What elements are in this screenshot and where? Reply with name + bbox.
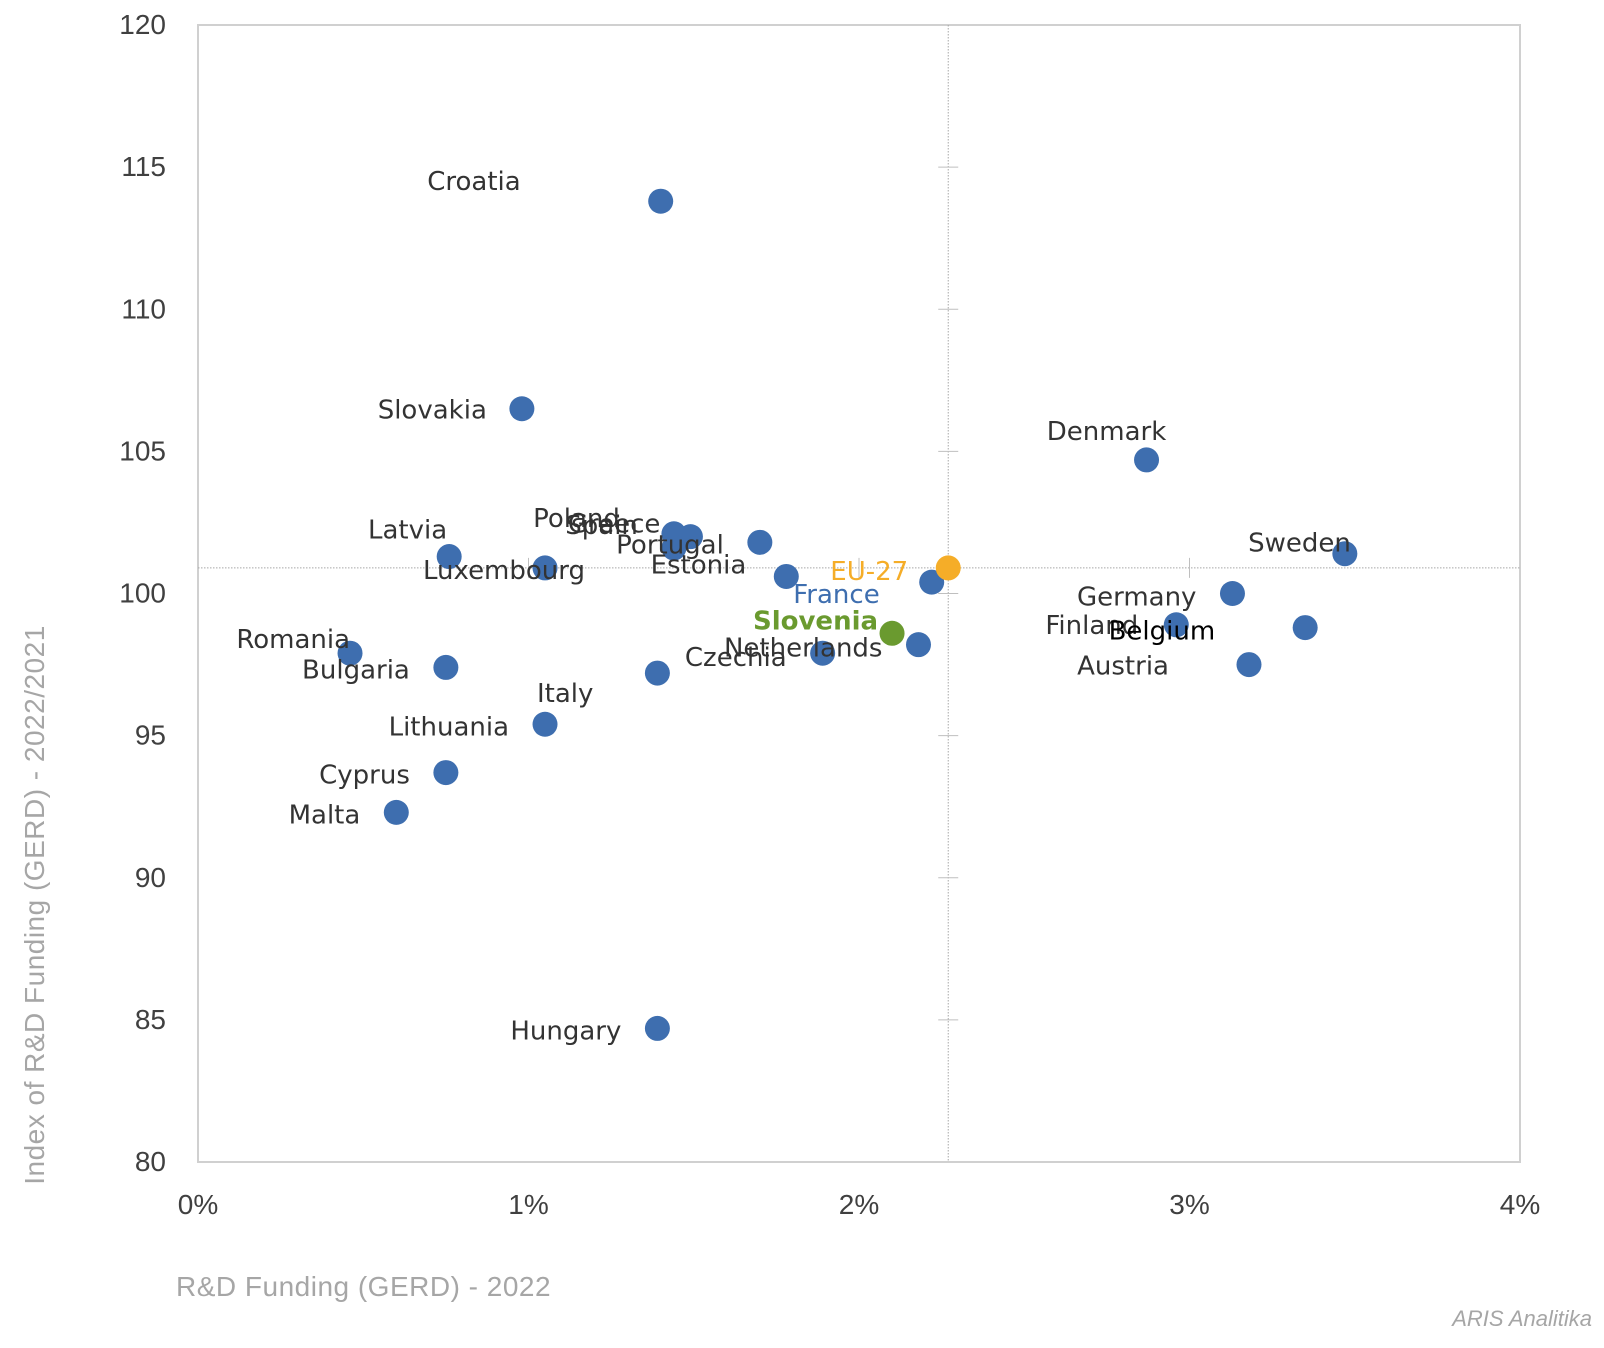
- label-czechia: Czechia: [685, 643, 787, 673]
- label-slovakia: Slovakia: [378, 396, 487, 426]
- point-croatia: [648, 188, 674, 214]
- label-netherlands: Netherlands: [724, 634, 883, 664]
- label-malta: Malta: [289, 800, 361, 830]
- y-tick-label: 105: [119, 435, 166, 466]
- point-malta: [383, 799, 409, 825]
- point-czechia: [810, 640, 836, 666]
- label-bulgaria: Bulgaria: [302, 655, 410, 685]
- x-tick-label: 1%: [508, 1189, 548, 1220]
- x-tick-label: 4%: [1500, 1189, 1540, 1220]
- label-austria: Austria: [1077, 652, 1169, 682]
- y-tick-label: 90: [135, 862, 166, 893]
- y-tick-label: 115: [121, 151, 166, 182]
- y-axis-title: Index of R&D Funding (GERD) - 2022/2021: [19, 625, 50, 1185]
- axes: 80 85 90 95 100 105 110 115 120 0% 1% 2% 3% 4% R&D Fun…: [19, 9, 1540, 1302]
- label-hungary: Hungary: [510, 1016, 621, 1046]
- data-points: [337, 188, 1358, 1041]
- point-italy: [644, 660, 670, 686]
- point-netherlands: [905, 632, 931, 658]
- point-bulgaria: [433, 654, 459, 680]
- point-latvia: [436, 544, 462, 570]
- label-luxembourg: Luxembourg: [423, 556, 585, 586]
- label-belgium: Belgium: [1109, 617, 1216, 647]
- x-axis-title: R&D Funding (GERD) - 2022: [176, 1271, 551, 1302]
- point-greece: [677, 524, 703, 550]
- label-spain: Spain: [565, 511, 638, 541]
- label-germany: Germany: [1077, 583, 1197, 613]
- y-tick-label: 110: [121, 293, 166, 324]
- label-slovenia: Slovenia: [753, 606, 878, 636]
- label-italy: Italy: [537, 679, 593, 709]
- point-hungary: [644, 1015, 670, 1041]
- point-cyprus: [433, 760, 459, 786]
- label-croatia: Croatia: [427, 167, 520, 197]
- point-luxembourg: [532, 555, 558, 581]
- x-tick-label: 2%: [839, 1189, 879, 1220]
- label-portugal: Portugal: [616, 530, 724, 560]
- label-latvia: Latvia: [368, 516, 447, 546]
- label-france: France: [793, 580, 879, 610]
- point-lithuania: [532, 711, 558, 737]
- y-tick-label: 120: [119, 9, 166, 40]
- point-slovenia: [879, 620, 905, 646]
- point-france: [919, 569, 945, 595]
- point-eu-27: [935, 555, 961, 581]
- label-finland: Finland: [1045, 611, 1138, 641]
- plot-frame: [197, 24, 1521, 1163]
- y-tick-label: 100: [119, 578, 166, 609]
- label-estonia: Estonia: [651, 550, 747, 580]
- y-tick-label: 80: [135, 1146, 166, 1177]
- x-tick-label: 0%: [178, 1189, 218, 1220]
- x-tick-label: 3%: [1169, 1189, 1209, 1220]
- label-cyprus: Cyprus: [319, 761, 410, 791]
- point-germany: [1219, 581, 1245, 606]
- point-austria: [1236, 652, 1262, 678]
- label-poland: Poland: [533, 504, 620, 534]
- y-tick-label: 85: [135, 1004, 166, 1035]
- y-tick-label: 95: [135, 720, 166, 751]
- label-lithuania: Lithuania: [389, 712, 509, 742]
- point-portugal: [747, 529, 773, 555]
- label-eu-27: EU-27: [830, 557, 908, 587]
- point-denmark: [1134, 447, 1160, 473]
- point-slovakia: [509, 396, 535, 422]
- point-sweden: [1332, 541, 1358, 567]
- point-romania: [337, 640, 363, 666]
- label-romania: Romania: [236, 625, 350, 655]
- point-finland: [1163, 612, 1189, 638]
- label-greece: Greece: [568, 510, 661, 540]
- label-sweden: Sweden: [1248, 529, 1351, 559]
- source-credit: ARIS Analitika: [1452, 1306, 1592, 1331]
- point-belgium: [1292, 615, 1318, 641]
- point-estonia: [773, 563, 799, 589]
- label-denmark: Denmark: [1047, 417, 1167, 447]
